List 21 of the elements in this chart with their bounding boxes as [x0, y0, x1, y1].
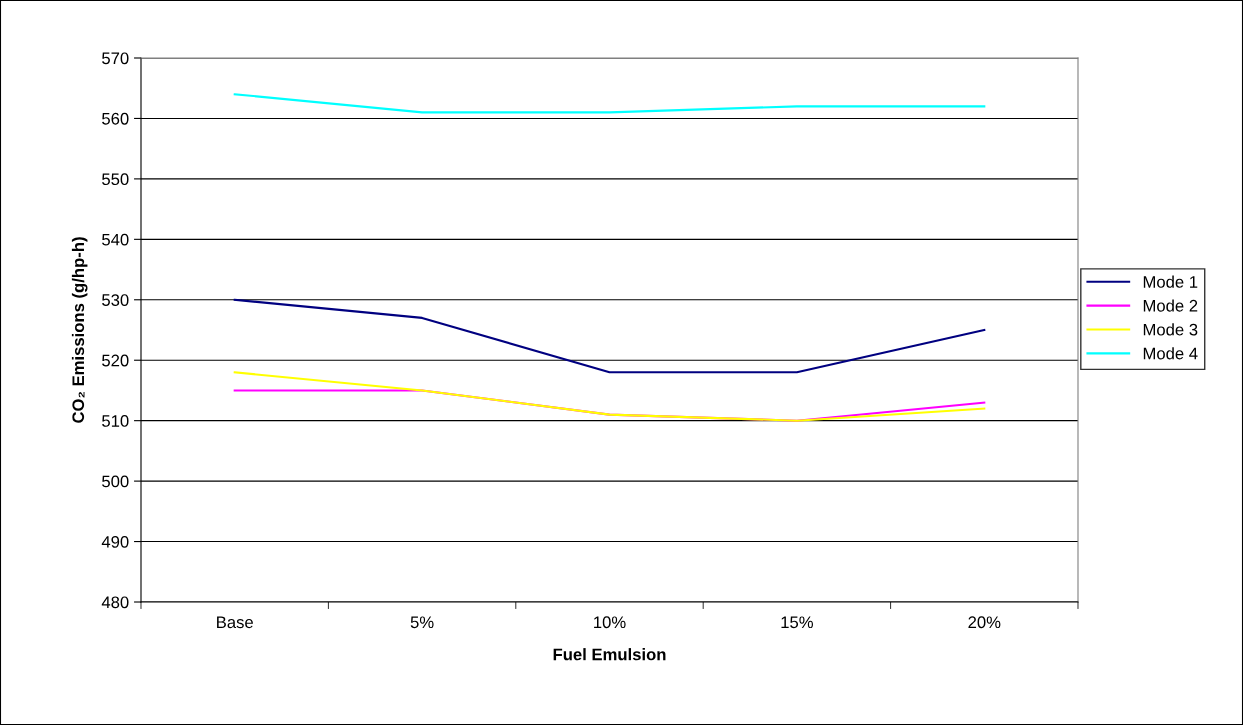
x-tick-label: 10% [594, 616, 626, 629]
x-tick-label: 15% [781, 616, 813, 629]
y-tick-label: 560 [102, 112, 129, 125]
y-tick-label: 500 [102, 475, 129, 488]
y-tick-label: 530 [102, 294, 129, 306]
legend-label: Mode 3 [1143, 323, 1198, 336]
legend-label: Mode 4 [1143, 347, 1198, 360]
y-tick-label: 510 [102, 415, 129, 427]
x-axis-title: Fuel Emulsion [553, 648, 666, 661]
y-tick-label: 550 [102, 173, 129, 186]
y-axis-title: CO₂ Emissions (g/hp-h) [71, 237, 88, 423]
y-tick-label: 490 [101, 535, 129, 548]
y-tick-label: 520 [102, 354, 129, 367]
y-tick-label: 540 [102, 233, 129, 246]
x-tick-label: 5% [410, 616, 434, 629]
legend-label: Mode 1 [1143, 275, 1198, 288]
y-tick-label: 480 [101, 596, 129, 609]
y-tick-label: 570 [102, 52, 129, 65]
x-tick-label: 20% [968, 616, 1001, 629]
x-tick-label: Base [217, 616, 253, 629]
legend-label: Mode 2 [1143, 299, 1198, 312]
